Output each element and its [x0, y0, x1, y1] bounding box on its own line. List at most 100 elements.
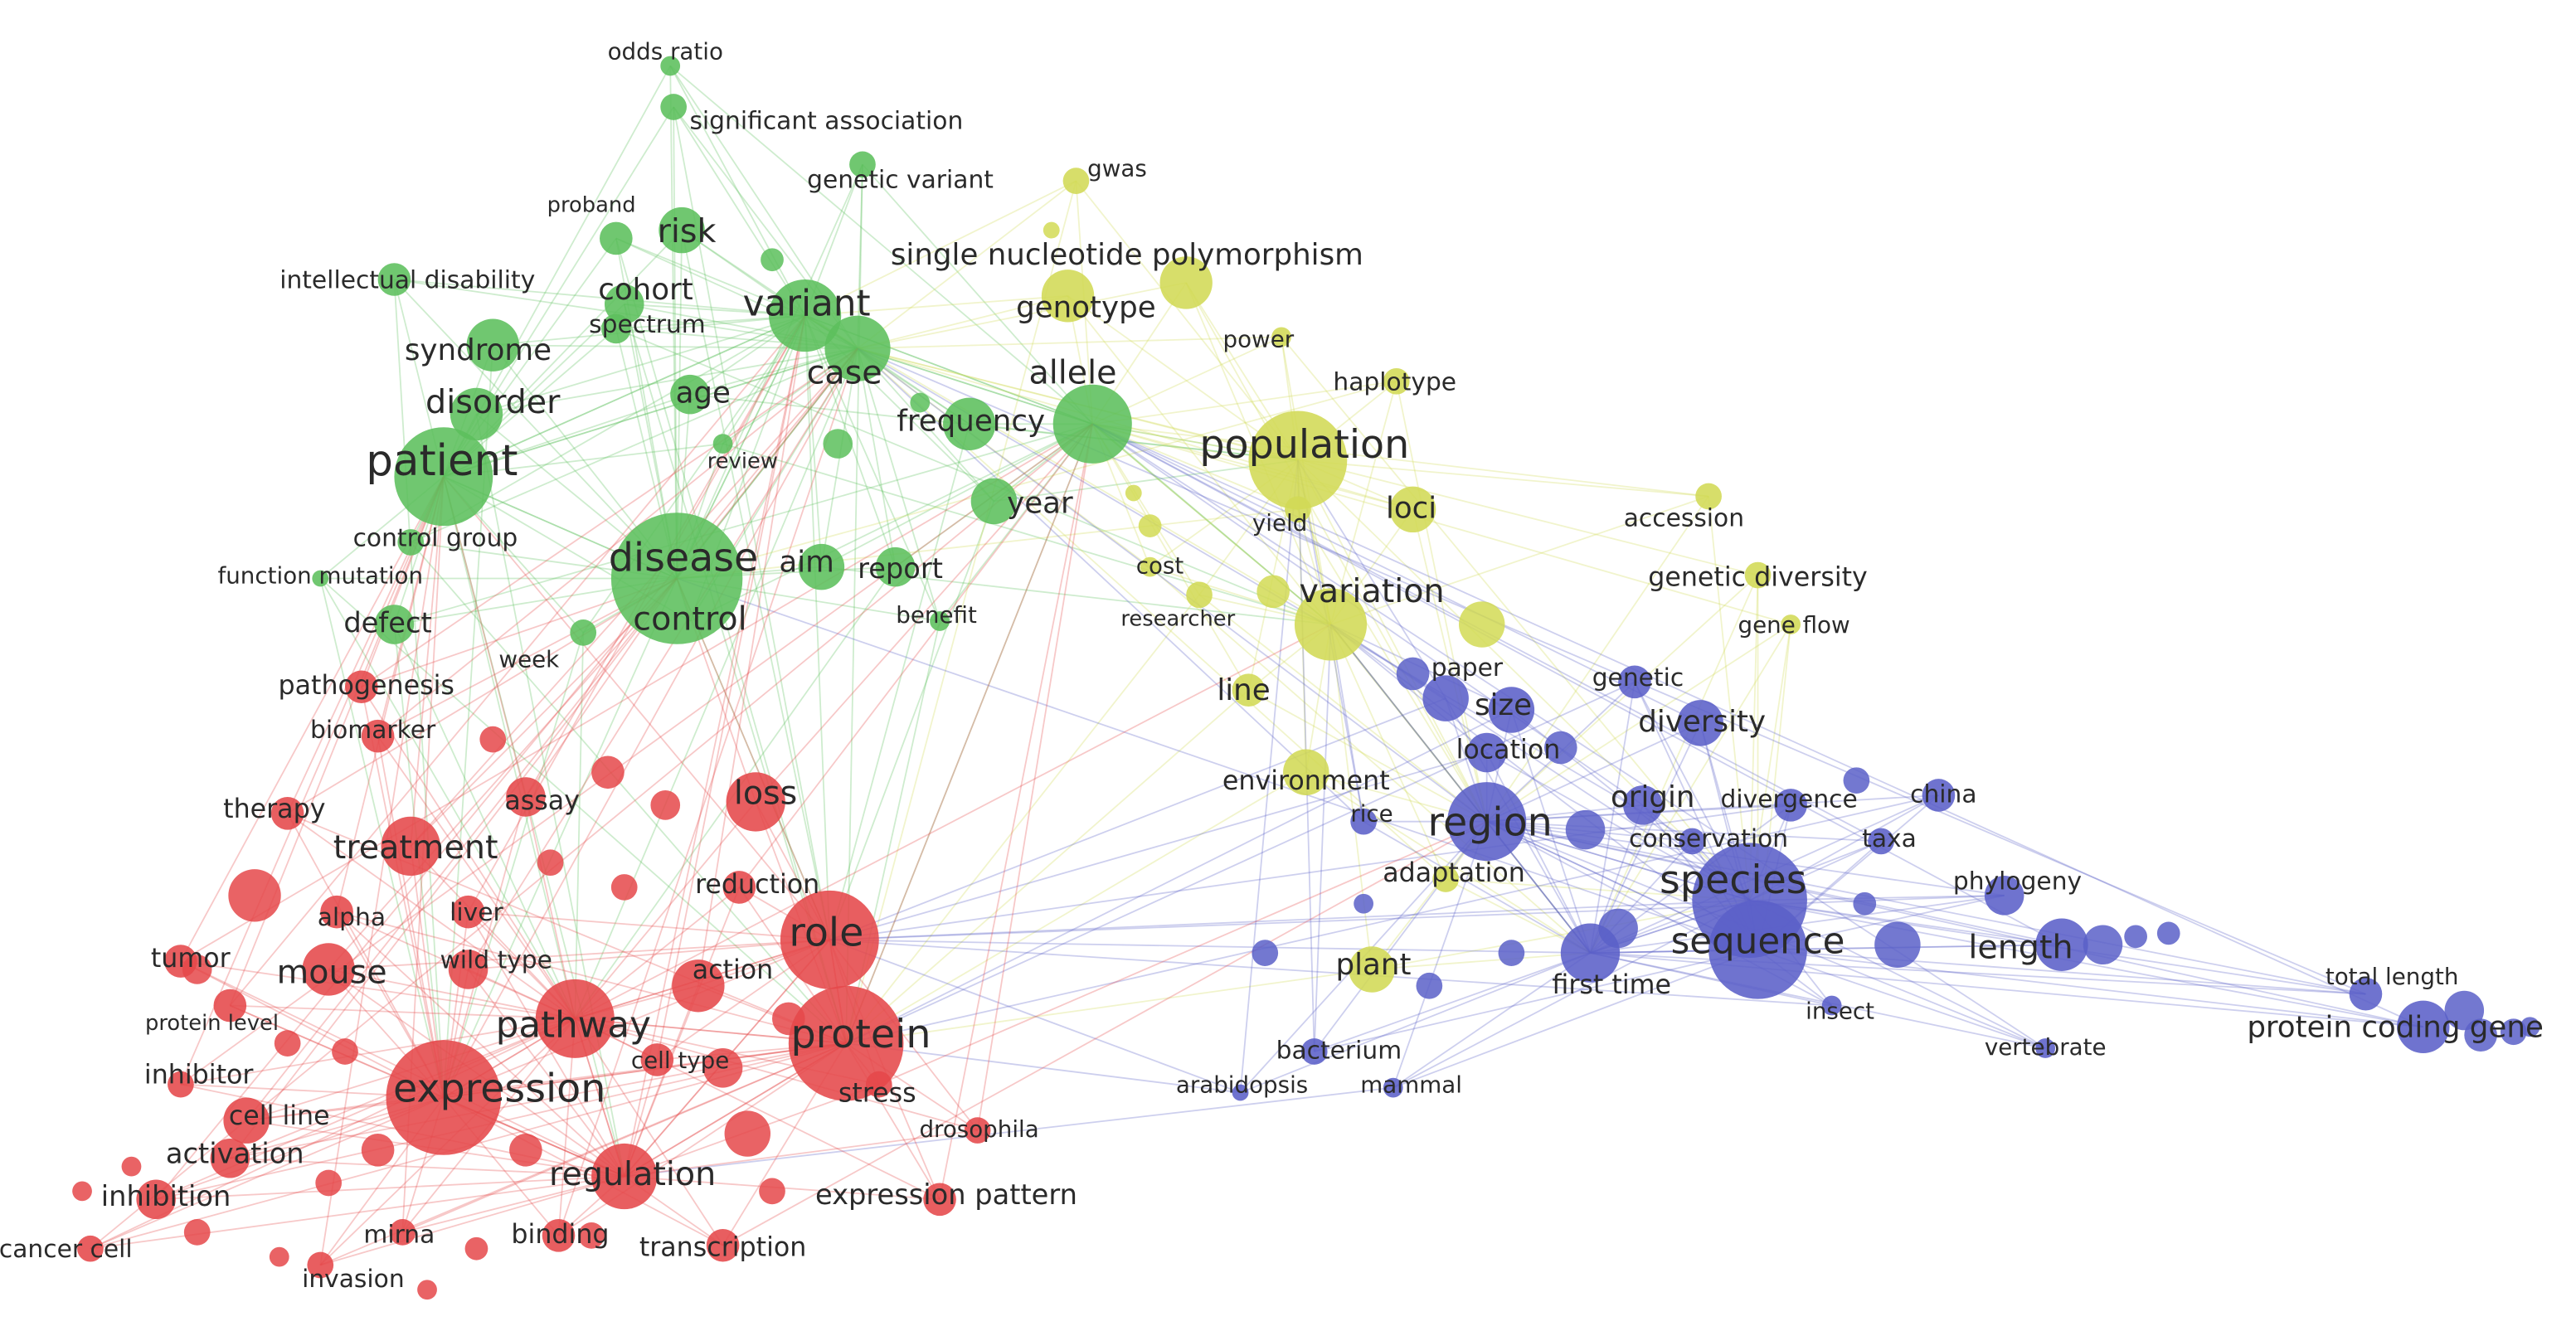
- edge: [1486, 820, 2366, 995]
- edge: [467, 347, 858, 970]
- node-label: protein: [790, 1012, 931, 1057]
- edge: [624, 1129, 978, 1178]
- edge: [442, 632, 585, 1098]
- edge: [393, 624, 576, 1019]
- node-label: mouse: [277, 953, 387, 991]
- edge: [994, 459, 1299, 503]
- node-label: cohort: [598, 273, 693, 307]
- node-label: origin: [1611, 780, 1694, 814]
- node-bubble: [1853, 891, 1877, 916]
- node-bubble: [798, 543, 845, 590]
- edge: [846, 1042, 1241, 1094]
- node-bubble: [1294, 588, 1368, 661]
- edge: [1091, 423, 1701, 724]
- node-bubble: [210, 1138, 250, 1178]
- edge: [476, 347, 858, 415]
- node-label: invasion: [302, 1265, 405, 1294]
- edge: [410, 845, 576, 1020]
- edge: [976, 424, 1094, 1131]
- edge: [443, 347, 858, 1098]
- node-bubble: [274, 1030, 301, 1057]
- node-bubble: [479, 726, 507, 753]
- edge: [1757, 949, 2366, 995]
- edge: [230, 1157, 625, 1178]
- node-label: line: [1217, 673, 1270, 707]
- edge: [1297, 459, 1488, 823]
- labels: odds ratio significant association genetic…: [0, 38, 2544, 1294]
- node-label: risk: [658, 212, 717, 250]
- node-label: tumor: [151, 944, 231, 974]
- node-bubble: [1350, 808, 1377, 835]
- node-label: pathway: [496, 1004, 651, 1046]
- edge: [829, 939, 1591, 955]
- node-label: loss: [734, 774, 798, 812]
- node-label: defect: [343, 606, 431, 639]
- node-bubble: [332, 1038, 358, 1065]
- node-bubble: [660, 94, 688, 120]
- edge: [623, 315, 806, 1177]
- node-label: control: [633, 600, 746, 639]
- edge: [443, 314, 805, 478]
- edge: [180, 476, 445, 962]
- node-label: aim: [779, 546, 834, 580]
- node-label: variation: [1299, 572, 1444, 610]
- edge: [410, 347, 858, 543]
- node-bubble: [1041, 270, 1095, 323]
- node-label: stress: [838, 1079, 916, 1109]
- node-label: diversity: [1638, 705, 1766, 739]
- edge: [738, 423, 1093, 888]
- node-bubble: [1389, 486, 1436, 533]
- edge: [319, 578, 576, 1019]
- edge: [939, 424, 1094, 1200]
- edge: [336, 911, 847, 1044]
- edge: [361, 686, 576, 1019]
- node-label: genetic: [1592, 663, 1684, 692]
- node-bubble: [1432, 866, 1460, 892]
- node-label: yield: [1252, 509, 1307, 537]
- node-bubble: [964, 1117, 991, 1144]
- node-label: expression pattern: [815, 1178, 1077, 1211]
- node-label: vertebrate: [1985, 1033, 2107, 1061]
- node-bubble: [535, 979, 615, 1058]
- node-label: variant: [743, 284, 871, 325]
- edge: [1589, 682, 1636, 954]
- edge: [829, 939, 1832, 1007]
- node-bubble: [312, 570, 329, 587]
- edge: [443, 939, 830, 1099]
- edge: [180, 1018, 576, 1086]
- node-label: cost: [1136, 552, 1184, 580]
- edge: [230, 1004, 576, 1020]
- node-label: cell type: [631, 1047, 729, 1074]
- edge: [287, 813, 576, 1020]
- edge: [557, 347, 858, 1236]
- edge: [574, 347, 858, 1019]
- node-label: genetic variant: [807, 166, 994, 195]
- node-bubble: [722, 871, 756, 904]
- edge: [1329, 381, 1397, 625]
- edge: [845, 594, 1200, 1044]
- edge: [857, 336, 1282, 350]
- node-bubble: [466, 318, 519, 372]
- node-bubble: [1618, 665, 1651, 699]
- edge: [669, 66, 678, 579]
- node-label: sequence: [1671, 921, 1845, 962]
- edge: [377, 736, 576, 1019]
- edge: [857, 294, 1068, 350]
- node-bubble: [121, 1156, 142, 1177]
- node-bubble: [381, 816, 440, 877]
- edge: [1091, 423, 1332, 625]
- edge: [804, 314, 1331, 625]
- node-label: haplotype: [1333, 367, 1456, 396]
- edge: [1590, 952, 2046, 1049]
- node-bubble: [320, 895, 353, 929]
- node-label: case: [807, 353, 882, 391]
- node-label: phylogeny: [1953, 867, 2082, 896]
- edge: [969, 423, 1298, 461]
- edge: [468, 911, 830, 941]
- node-bubble: [610, 874, 638, 901]
- node-label: frequency: [897, 404, 1045, 438]
- node-bubble: [604, 284, 644, 324]
- node-label: function mutation: [217, 562, 423, 590]
- edge: [804, 294, 1068, 317]
